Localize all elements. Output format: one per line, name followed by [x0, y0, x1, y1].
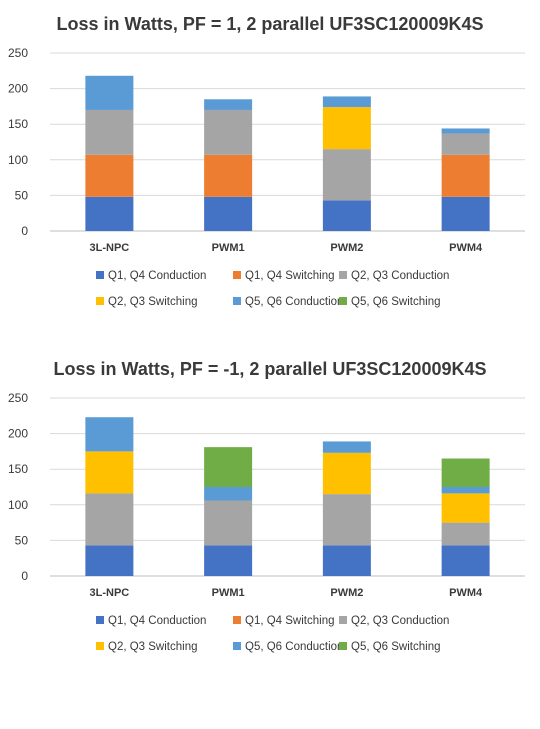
y-tick-label: 250 — [8, 391, 28, 405]
bar-segment — [441, 522, 490, 546]
legend-label: Q1, Q4 Conduction — [108, 615, 206, 627]
y-tick-label: 50 — [15, 188, 29, 202]
bar-segment — [204, 154, 253, 197]
bar-segment — [441, 458, 490, 487]
y-tick-label: 100 — [8, 153, 28, 167]
chart-pf-minus-1-svg: Loss in Watts, PF = -1, 2 parallel UF3SC… — [8, 359, 525, 653]
y-tick-label: 100 — [8, 498, 28, 512]
legend-swatch — [339, 271, 347, 279]
chart-title: Loss in Watts, PF = -1, 2 parallel UF3SC… — [53, 359, 486, 379]
bar-segment — [441, 196, 490, 231]
bar-segment — [441, 493, 490, 523]
chart-pf-1: Loss in Watts, PF = 1, 2 parallel UF3SC1… — [0, 0, 540, 340]
bar-segment — [322, 494, 371, 546]
bar-segment — [204, 196, 253, 231]
legend-swatch — [96, 297, 104, 305]
bar-segment — [322, 149, 371, 201]
y-tick-label: 200 — [8, 82, 28, 96]
y-tick-label: 150 — [8, 462, 28, 476]
bar-segment — [85, 196, 134, 231]
bar-segment — [322, 441, 371, 453]
legend-swatch — [339, 616, 347, 624]
bar-segment — [322, 200, 371, 231]
bar-segment — [204, 99, 253, 110]
bar-segment — [85, 545, 134, 576]
bar-segment — [204, 487, 253, 501]
x-tick-label: PWM1 — [212, 587, 245, 599]
bar-segment — [85, 109, 134, 155]
bar-segment — [204, 545, 253, 576]
x-tick-label: PWM4 — [449, 242, 483, 254]
legend-swatch — [233, 642, 241, 650]
bar-segment — [322, 96, 371, 108]
bar-segment — [322, 107, 371, 150]
legend-label: Q5, Q6 Switching — [351, 641, 440, 653]
x-tick-label: PWM4 — [449, 587, 483, 599]
bar-segment — [85, 451, 134, 494]
y-tick-label: 0 — [21, 569, 28, 583]
y-tick-label: 200 — [8, 427, 28, 441]
bar-segment — [85, 154, 134, 197]
x-tick-label: PWM2 — [330, 587, 363, 599]
legend-swatch — [96, 271, 104, 279]
bar-segment — [441, 133, 490, 155]
legend-swatch — [339, 297, 347, 305]
bar-segment — [204, 500, 253, 546]
legend-swatch — [233, 616, 241, 624]
legend-label: Q2, Q3 Conduction — [351, 270, 449, 282]
bar-segment — [85, 417, 134, 452]
legend-label: Q1, Q4 Switching — [245, 615, 334, 627]
x-tick-label: PWM1 — [212, 242, 245, 254]
bar-segment — [441, 154, 490, 197]
legend-swatch — [96, 616, 104, 624]
legend-label: Q5, Q6 Switching — [351, 296, 440, 308]
legend-swatch — [96, 642, 104, 650]
bar-segment — [322, 452, 371, 495]
legend-label: Q5, Q6 Conduction — [245, 296, 343, 308]
bar-segment — [204, 109, 253, 155]
chart-pf-minus-1: Loss in Watts, PF = -1, 2 parallel UF3SC… — [0, 345, 540, 685]
bar-segment — [441, 128, 490, 134]
legend-label: Q2, Q3 Switching — [108, 641, 197, 653]
chart-pf-1-svg: Loss in Watts, PF = 1, 2 parallel UF3SC1… — [8, 14, 525, 308]
chart-title: Loss in Watts, PF = 1, 2 parallel UF3SC1… — [56, 14, 483, 34]
legend-label: Q5, Q6 Conduction — [245, 641, 343, 653]
y-tick-label: 150 — [8, 117, 28, 131]
bar-segment — [85, 493, 134, 546]
legend-label: Q1, Q4 Conduction — [108, 270, 206, 282]
legend-swatch — [339, 642, 347, 650]
bar-segment — [322, 545, 371, 576]
bar-segment — [204, 447, 253, 487]
y-tick-label: 250 — [8, 46, 28, 60]
legend-swatch — [233, 271, 241, 279]
x-tick-label: 3L-NPC — [90, 587, 130, 599]
bar-segment — [441, 545, 490, 576]
y-tick-label: 0 — [21, 224, 28, 238]
y-tick-label: 50 — [15, 533, 29, 547]
bar-segment — [85, 75, 134, 110]
bar-segment — [441, 487, 490, 494]
x-tick-label: PWM2 — [330, 242, 363, 254]
legend-label: Q1, Q4 Switching — [245, 270, 334, 282]
legend-label: Q2, Q3 Switching — [108, 296, 197, 308]
legend-label: Q2, Q3 Conduction — [351, 615, 449, 627]
legend-swatch — [233, 297, 241, 305]
x-tick-label: 3L-NPC — [90, 242, 130, 254]
